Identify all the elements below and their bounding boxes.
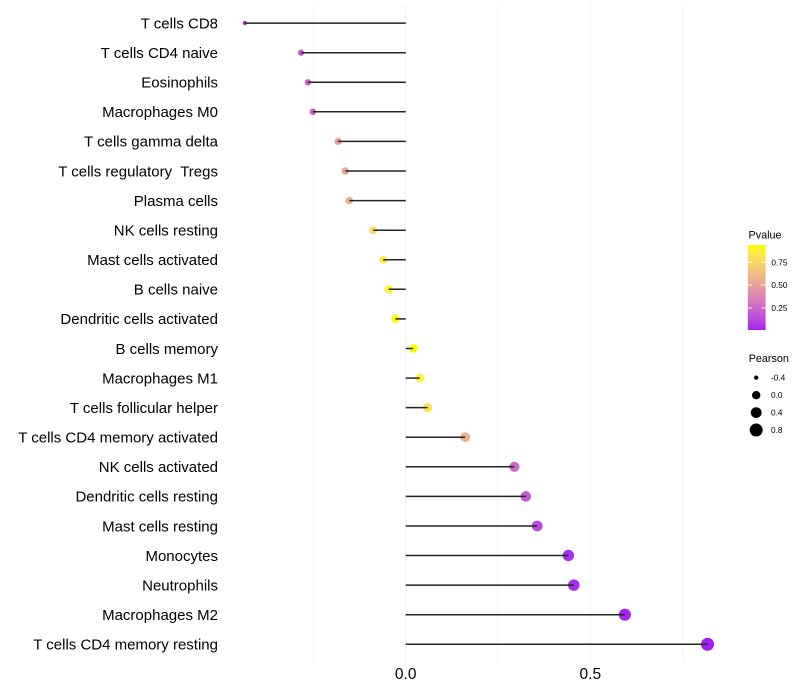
- svg-text:Macrophages M1: Macrophages M1: [102, 370, 218, 387]
- svg-text:Eosinophils: Eosinophils: [141, 75, 218, 92]
- svg-text:NK cells activated: NK cells activated: [99, 459, 218, 476]
- svg-text:Neutrophils: Neutrophils: [142, 577, 218, 594]
- svg-text:-0.4: -0.4: [771, 373, 786, 383]
- svg-text:0.0: 0.0: [771, 390, 783, 400]
- svg-text:0.8: 0.8: [771, 425, 783, 435]
- svg-text:Monocytes: Monocytes: [145, 548, 218, 565]
- svg-text:T cells regulatory Tregs: T cells regulatory Tregs: [58, 163, 218, 180]
- svg-text:Pearson: Pearson: [749, 353, 789, 365]
- svg-text:Dendritic cells resting: Dendritic cells resting: [75, 489, 218, 506]
- svg-text:0.75: 0.75: [771, 257, 788, 267]
- svg-text:T cells CD4 naive: T cells CD4 naive: [101, 45, 218, 62]
- svg-text:Plasma cells: Plasma cells: [134, 193, 218, 210]
- svg-text:Mast cells activated: Mast cells activated: [87, 252, 218, 269]
- svg-text:0.5: 0.5: [580, 666, 602, 683]
- svg-text:T cells CD4 memory resting: T cells CD4 memory resting: [33, 637, 218, 654]
- svg-text:T cells CD8: T cells CD8: [141, 15, 218, 32]
- svg-text:Macrophages M2: Macrophages M2: [102, 607, 218, 624]
- svg-text:Pvalue: Pvalue: [749, 229, 782, 241]
- svg-text:0.4: 0.4: [771, 408, 783, 418]
- svg-text:Mast cells resting: Mast cells resting: [102, 518, 218, 535]
- svg-text:0.0: 0.0: [395, 666, 417, 683]
- svg-text:Macrophages M0: Macrophages M0: [102, 104, 218, 121]
- svg-text:Dendritic cells activated: Dendritic cells activated: [60, 311, 218, 328]
- svg-text:NK cells resting: NK cells resting: [114, 223, 218, 240]
- svg-text:T cells follicular helper: T cells follicular helper: [70, 400, 218, 417]
- svg-text:B cells naive: B cells naive: [134, 282, 218, 299]
- svg-text:0.50: 0.50: [771, 280, 788, 290]
- svg-text:T cells CD4 memory activated: T cells CD4 memory activated: [18, 430, 218, 447]
- svg-text:T cells gamma delta: T cells gamma delta: [84, 134, 219, 151]
- svg-text:0.25: 0.25: [771, 303, 788, 313]
- svg-text:B cells memory: B cells memory: [115, 341, 218, 358]
